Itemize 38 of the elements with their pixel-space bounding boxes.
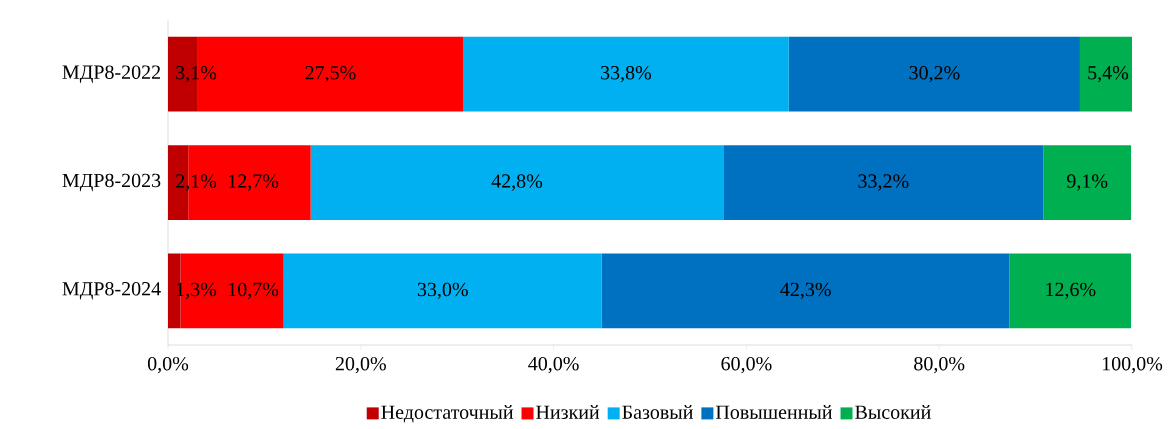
bar xyxy=(283,253,602,329)
bar xyxy=(462,36,789,112)
x-tick-label: 80,0% xyxy=(914,356,965,374)
data-label: 42,8% xyxy=(491,174,543,191)
legend-label: Недостаточный xyxy=(381,405,514,423)
data-label: 12,7% xyxy=(229,174,279,191)
data-label: 33,0% xyxy=(417,282,468,300)
legend-label: Низкий xyxy=(536,405,600,419)
data-label: 27,5% xyxy=(305,65,356,83)
data-label: 9,1% xyxy=(1067,174,1108,191)
data-label: 5,4% xyxy=(1088,65,1129,83)
data-label: 42,3% xyxy=(780,282,831,300)
data-label: 33,8% xyxy=(601,65,652,83)
data-label: 33,2% xyxy=(858,174,909,191)
bar xyxy=(310,145,724,220)
bar xyxy=(788,36,1080,112)
y-tick-label: МДР8-2024 xyxy=(62,282,161,300)
legend-label: Повышенный xyxy=(715,405,833,419)
x-tick-label: 0,0% xyxy=(147,356,189,374)
legend-label: Высокий xyxy=(855,405,931,419)
y-tick-label: МДР8-2022 xyxy=(62,65,161,83)
bar xyxy=(1079,36,1133,112)
data-label: 30,2% xyxy=(909,65,960,83)
legend-label: Базовый xyxy=(622,405,693,419)
bar xyxy=(1043,145,1132,220)
bar xyxy=(1009,253,1132,329)
x-tick-label: 20,0% xyxy=(335,356,386,374)
bar xyxy=(601,253,1010,329)
data-label: 12,6% xyxy=(1046,282,1096,300)
bar xyxy=(723,145,1044,220)
x-tick-label: 100,0% xyxy=(1102,356,1163,374)
data-label: 3,1% xyxy=(176,65,217,83)
data-label: 10,7% xyxy=(229,282,279,300)
data-label: 2,1% xyxy=(176,174,217,191)
y-tick-label: МДР8-2023 xyxy=(62,173,161,192)
x-tick-label: 40,0% xyxy=(528,356,579,374)
data-label: 1,3% xyxy=(176,282,217,300)
x-tick-label: 60,0% xyxy=(721,356,772,374)
